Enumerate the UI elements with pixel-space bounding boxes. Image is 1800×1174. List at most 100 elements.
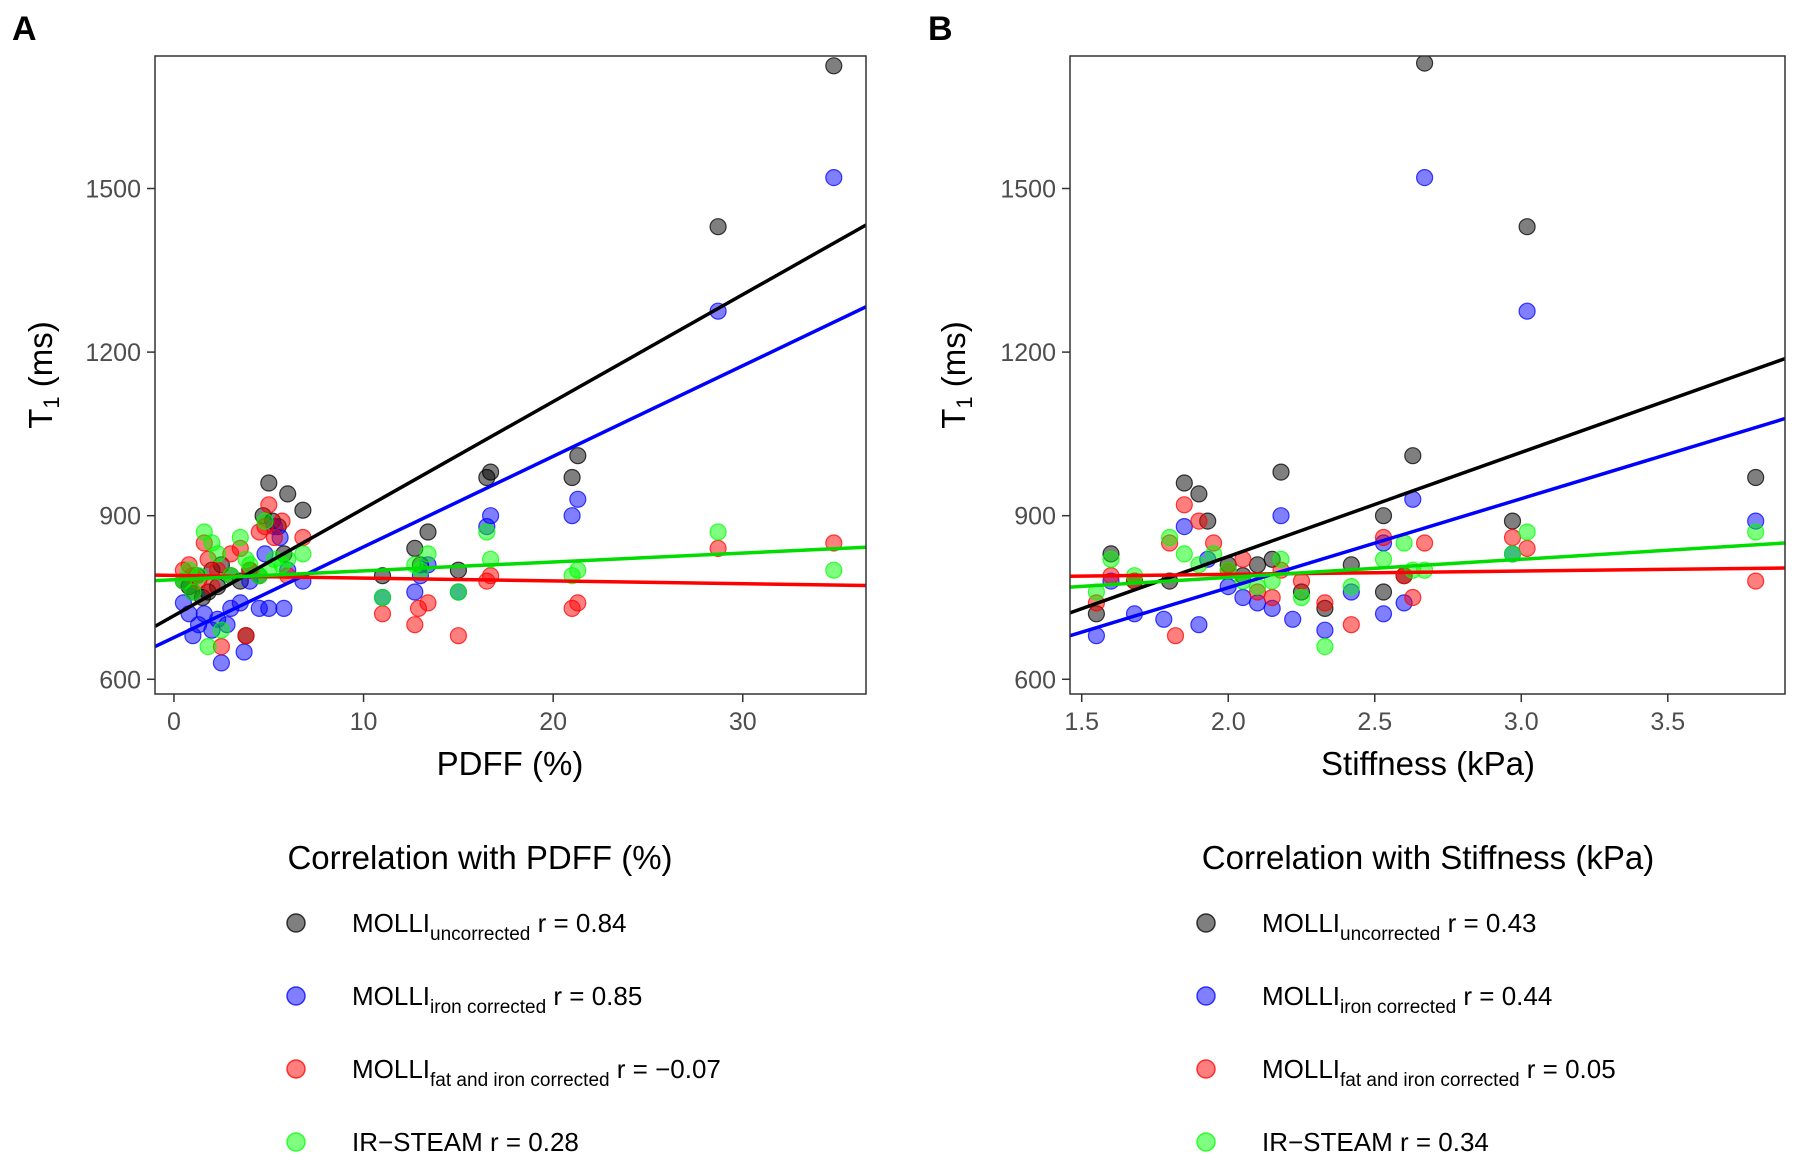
legend-name-sub: uncorrected — [1340, 924, 1440, 945]
y-axis-title-sub: 1 — [39, 396, 64, 408]
point-uncorrected — [1404, 447, 1422, 465]
point-irsteam — [1374, 550, 1393, 568]
x-tick-label: 20 — [539, 708, 567, 736]
point-iron — [1284, 610, 1302, 628]
legend-title: Correlation with PDFF (%) — [287, 839, 672, 876]
point-iron — [482, 507, 500, 525]
y-axis-title-sub: 1 — [952, 396, 977, 408]
legend-name-sub: uncorrected — [430, 924, 530, 945]
point-uncorrected — [1518, 218, 1536, 236]
y-axis-title-main: T — [22, 409, 59, 429]
point-irsteam — [419, 545, 437, 563]
x-axis-title: PDFF (%) — [437, 745, 584, 782]
fit-line-irsteam — [1070, 541, 1785, 589]
point-uncorrected — [1747, 468, 1765, 487]
legend: Correlation with Stiffness (kPa)MOLLIunc… — [1196, 839, 1654, 1157]
point-irsteam — [1272, 550, 1290, 568]
fit-line-fat_iron — [155, 573, 866, 588]
point-iron — [212, 654, 230, 672]
legend-name: MOLLI — [1262, 981, 1340, 1011]
legend-key-iron — [286, 986, 306, 1006]
point-uncorrected — [260, 474, 278, 492]
point-fat_iron — [1404, 588, 1422, 607]
panel-letter: A — [12, 10, 37, 48]
legend-label-irsteam: IR−STEAM r = 0.28 — [352, 1127, 579, 1157]
plot-frame — [1069, 55, 1786, 695]
fit-line-uncorrected — [155, 223, 866, 628]
point-uncorrected — [1503, 512, 1522, 530]
point-fat_iron — [1342, 616, 1360, 634]
point-fat_iron — [1292, 572, 1311, 590]
point-irsteam — [1316, 637, 1334, 656]
legend-key-uncorrected — [1196, 913, 1216, 933]
point-iron — [235, 643, 253, 661]
point-fat_iron — [419, 594, 437, 612]
legend-label-uncorrected: MOLLIuncorrected r = 0.43 — [1262, 908, 1537, 945]
legend-label-uncorrected: MOLLIuncorrected r = 0.84 — [352, 908, 627, 945]
point-uncorrected — [569, 447, 587, 465]
fit-line-uncorrected — [1070, 356, 1785, 615]
point-fat_iron — [237, 627, 255, 645]
points-layer — [155, 57, 866, 672]
point-fat_iron — [260, 496, 278, 514]
y-axis-title: T1 (ms) — [935, 321, 977, 429]
point-fat_iron — [1415, 534, 1434, 552]
legend-key-irsteam — [286, 1132, 306, 1152]
point-irsteam — [256, 512, 274, 530]
point-fat_iron — [1166, 627, 1185, 645]
point-irsteam — [1747, 523, 1765, 541]
point-iron — [1175, 517, 1193, 536]
point-uncorrected — [1248, 556, 1267, 574]
y-tick-label: 600 — [1014, 666, 1056, 694]
panel-a: A 0 10 20 30 600 900 1200 1500 PDFF (%) T1 (ms) Cor… — [12, 10, 867, 1157]
point-iron — [1234, 588, 1252, 607]
legend-name: MOLLI — [1262, 908, 1340, 938]
legend-name: MOLLI — [352, 1054, 430, 1084]
point-irsteam — [209, 545, 227, 563]
legend-name: MOLLI — [1262, 1054, 1340, 1084]
y-tick-label: 1200 — [85, 339, 141, 367]
point-irsteam — [1175, 545, 1193, 563]
point-fat_iron — [406, 616, 424, 634]
x-axis-title: Stiffness (kPa) — [1321, 745, 1535, 782]
panel-b: B 1.5 2.0 2.5 3.0 3.5 600 900 1200 1500 Stiffness … — [928, 10, 1786, 1157]
point-iron — [406, 583, 424, 601]
legend-label-fat_iron: MOLLIfat and iron corrected r = 0.05 — [1262, 1054, 1616, 1091]
points-layer — [1070, 56, 1785, 656]
point-uncorrected — [1374, 583, 1393, 601]
legend-label-irsteam: IR−STEAM r = 0.34 — [1262, 1127, 1489, 1157]
legend-label-iron: MOLLIiron corrected r = 0.44 — [1262, 981, 1552, 1018]
point-iron — [275, 599, 293, 618]
legend-key-uncorrected — [286, 913, 306, 933]
point-uncorrected — [1416, 56, 1434, 72]
legend-name: IR−STEAM — [352, 1127, 483, 1157]
legend-label-iron: MOLLIiron corrected r = 0.85 — [352, 981, 642, 1018]
x-tick-label: 2.5 — [1357, 708, 1392, 736]
x-tick-label: 3.5 — [1650, 708, 1685, 736]
panel-letter: B — [928, 10, 953, 48]
legend-name-sub: iron corrected — [1340, 997, 1456, 1018]
legend-key-iron — [1196, 986, 1216, 1006]
legend-key-fat_iron — [286, 1059, 306, 1079]
point-iron — [1518, 302, 1536, 320]
point-irsteam — [1160, 528, 1179, 547]
legend-label-fat_iron: MOLLIfat and iron corrected r = −0.07 — [352, 1054, 721, 1091]
y-axis-title-unit: (ms) — [22, 321, 59, 396]
point-uncorrected — [1190, 485, 1208, 503]
point-irsteam — [709, 523, 727, 541]
legend-title: Correlation with Stiffness (kPa) — [1202, 839, 1654, 876]
point-iron — [569, 490, 587, 508]
point-irsteam — [373, 588, 392, 607]
point-uncorrected — [825, 57, 843, 75]
fit-line-fat_iron — [1070, 566, 1785, 578]
point-iron — [260, 599, 278, 618]
y-tick-label: 1200 — [1000, 339, 1056, 367]
fit-line-iron — [1070, 416, 1785, 638]
point-irsteam — [231, 528, 249, 547]
legend-name: MOLLI — [352, 981, 430, 1011]
legend-key-irsteam — [1196, 1132, 1216, 1152]
point-uncorrected — [1175, 474, 1193, 492]
point-irsteam — [184, 583, 202, 601]
point-iron — [825, 169, 843, 187]
